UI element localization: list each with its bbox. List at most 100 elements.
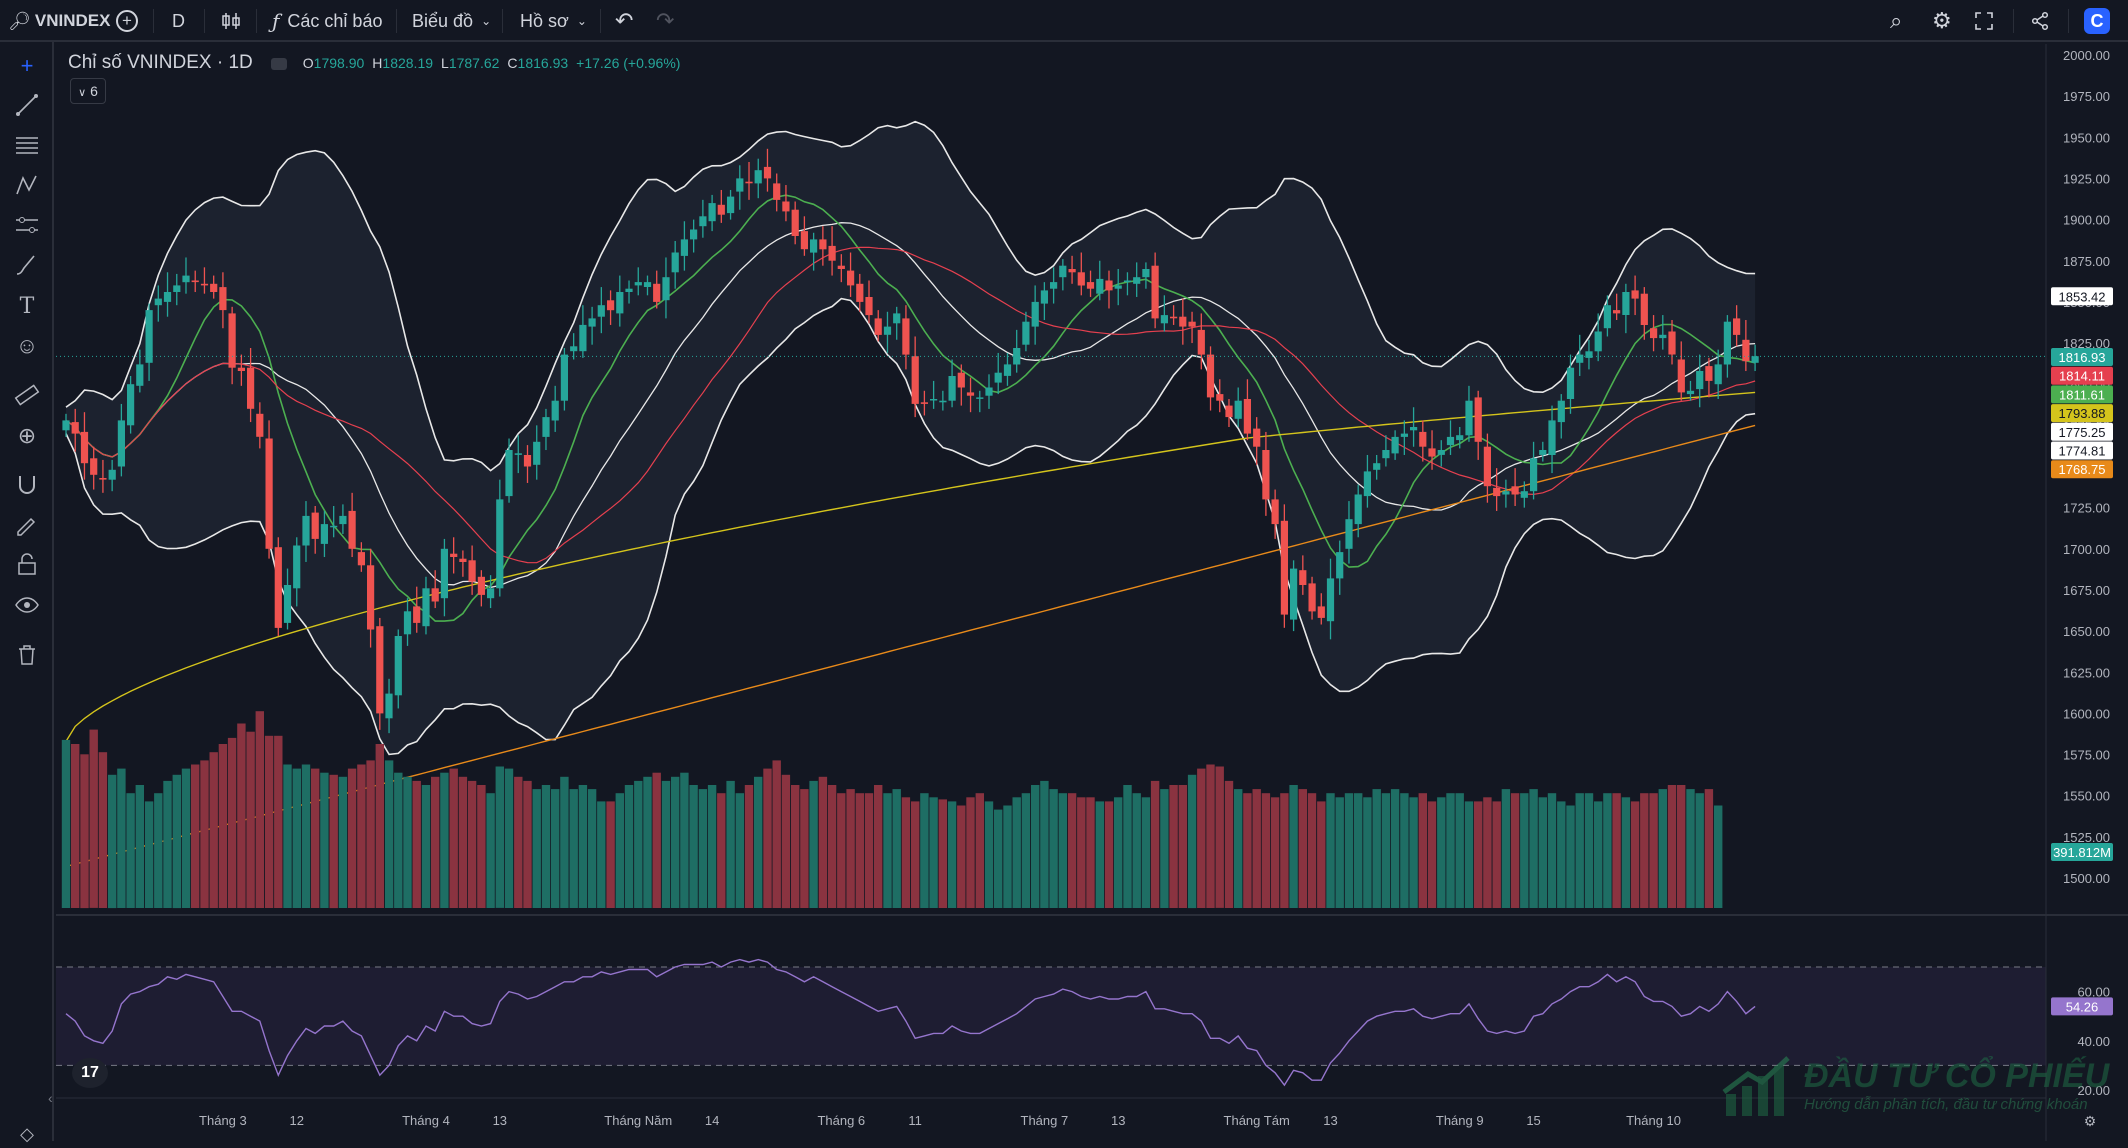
fib-tool[interactable] bbox=[13, 132, 41, 160]
candle-body bbox=[108, 469, 116, 480]
hide-series-icon[interactable] bbox=[270, 58, 287, 70]
low-value: 1787.62 bbox=[448, 55, 500, 71]
volume-bar bbox=[726, 780, 735, 908]
tradingview-logo[interactable]: 17 bbox=[72, 1058, 108, 1088]
crosshair-tool[interactable]: + bbox=[13, 52, 41, 80]
candle-body bbox=[708, 203, 716, 222]
volume-bar bbox=[514, 776, 523, 908]
volume-bar bbox=[883, 793, 892, 908]
indicators-collapse-button[interactable]: ∨ 6 bbox=[70, 78, 106, 104]
candle-body bbox=[948, 376, 956, 401]
pattern-tool[interactable] bbox=[13, 172, 41, 200]
candle-body bbox=[431, 588, 439, 602]
candle-body bbox=[1040, 290, 1048, 304]
candle-body bbox=[856, 283, 864, 302]
object-tree-tool[interactable]: ◇ bbox=[13, 1120, 41, 1148]
volume-bar bbox=[920, 793, 929, 908]
visibility-tool[interactable] bbox=[13, 592, 41, 620]
candle-body bbox=[302, 515, 310, 546]
candle-body bbox=[163, 292, 172, 302]
volume-bar bbox=[1031, 785, 1040, 908]
volume-bar bbox=[864, 793, 874, 908]
quick-search-button[interactable]: ⌕ bbox=[1890, 0, 1902, 42]
volume-bar bbox=[1114, 797, 1123, 908]
share-button[interactable] bbox=[2030, 0, 2050, 42]
price-axis: 2000.00 1975.00 1950.00 1925.00 1900.00 1875.… bbox=[2045, 44, 2113, 1141]
volume-bar bbox=[1234, 789, 1243, 908]
price-badge-label: 1793.88 bbox=[2059, 406, 2106, 421]
volume-bar bbox=[818, 776, 828, 908]
volume-bar bbox=[1501, 789, 1511, 908]
axis-settings-icon[interactable]: ⚙ bbox=[2084, 1113, 2097, 1129]
candle-body bbox=[1650, 328, 1658, 339]
volume-bar bbox=[929, 797, 938, 908]
lock-icon bbox=[18, 553, 36, 575]
volume-bar bbox=[71, 744, 80, 908]
candle-body bbox=[994, 372, 1002, 383]
profile-menu-button[interactable]: Hồ sơ ⌄ bbox=[520, 0, 587, 42]
compare-add-button[interactable]: + bbox=[116, 0, 138, 42]
volume-bar bbox=[1261, 793, 1271, 908]
settings-button[interactable]: ⚙ bbox=[1932, 0, 1952, 42]
volume-bar bbox=[486, 793, 495, 908]
volume-bar bbox=[1621, 797, 1631, 908]
brand-logo-button[interactable]: C bbox=[2084, 0, 2110, 42]
volume-bar bbox=[98, 752, 108, 908]
delete-tool[interactable] bbox=[13, 642, 41, 670]
rsi-badge bbox=[2051, 997, 2113, 1016]
candle-body bbox=[800, 231, 808, 250]
candle-body bbox=[1317, 606, 1325, 618]
candle-body bbox=[570, 346, 578, 352]
volume-bar bbox=[458, 776, 468, 908]
candle-body bbox=[1751, 356, 1759, 363]
candle-body bbox=[283, 585, 292, 623]
candle-body bbox=[957, 372, 965, 388]
indicators-button[interactable]: ƒ Các chỉ báo bbox=[272, 0, 382, 42]
price-tick-label: 1950.00 bbox=[2063, 130, 2110, 145]
volume-bar bbox=[1178, 785, 1187, 908]
text-icon: T bbox=[19, 294, 35, 319]
time-tick-label: 15 bbox=[1526, 1113, 1540, 1128]
interval-button[interactable]: D bbox=[172, 0, 185, 42]
magnet-tool[interactable] bbox=[13, 472, 41, 500]
candle-body bbox=[1271, 499, 1279, 525]
fullscreen-button[interactable] bbox=[1974, 0, 1994, 42]
undo-button[interactable]: ↶ bbox=[615, 0, 633, 42]
symbol-search-button[interactable]: 🔎︎ VNINDEX bbox=[8, 0, 110, 42]
trendline-tool[interactable] bbox=[13, 92, 41, 120]
lock-tool[interactable] bbox=[13, 552, 41, 580]
candle-body bbox=[560, 354, 568, 401]
volume-bar bbox=[1455, 793, 1464, 908]
candle-body bbox=[1622, 292, 1630, 315]
candle-body bbox=[874, 318, 882, 335]
zoom-tool[interactable]: ⊕ bbox=[13, 422, 41, 450]
text-tool[interactable]: T bbox=[13, 292, 41, 320]
candle-body bbox=[1206, 354, 1215, 398]
volume-bar bbox=[1187, 774, 1197, 909]
draw-mode-tool[interactable] bbox=[13, 512, 41, 540]
emoji-tool[interactable]: ☺ bbox=[13, 332, 41, 360]
brush-tool[interactable] bbox=[13, 252, 41, 280]
volume-bar bbox=[172, 774, 181, 909]
time-tick-label: 14 bbox=[705, 1113, 719, 1128]
chart-menu-button[interactable]: Biểu đồ ⌄ bbox=[412, 0, 491, 42]
volume-bar bbox=[357, 764, 366, 908]
redo-button[interactable]: ↷ bbox=[656, 0, 674, 42]
time-tick-label: 13 bbox=[1323, 1113, 1337, 1128]
candle-body bbox=[247, 367, 255, 409]
volume-bar bbox=[966, 797, 975, 908]
sidebar-collapse-handle[interactable]: ‹ bbox=[48, 1090, 53, 1106]
volume-bar bbox=[1529, 789, 1538, 908]
chart-style-button[interactable] bbox=[220, 0, 242, 42]
price-badge-label: 1814.11 bbox=[2059, 369, 2105, 384]
volume-bar bbox=[606, 801, 615, 908]
forecast-tool[interactable] bbox=[13, 212, 41, 240]
candle-body bbox=[1428, 448, 1436, 457]
measure-tool[interactable] bbox=[13, 382, 41, 410]
candle-body bbox=[200, 283, 209, 286]
watermark-brand: ĐẦU TƯ CỔ PHIẾU bbox=[1804, 1057, 2110, 1095]
fullscreen-icon bbox=[1975, 12, 1993, 30]
volume-bar bbox=[837, 793, 846, 908]
volume-bar bbox=[1538, 797, 1547, 908]
